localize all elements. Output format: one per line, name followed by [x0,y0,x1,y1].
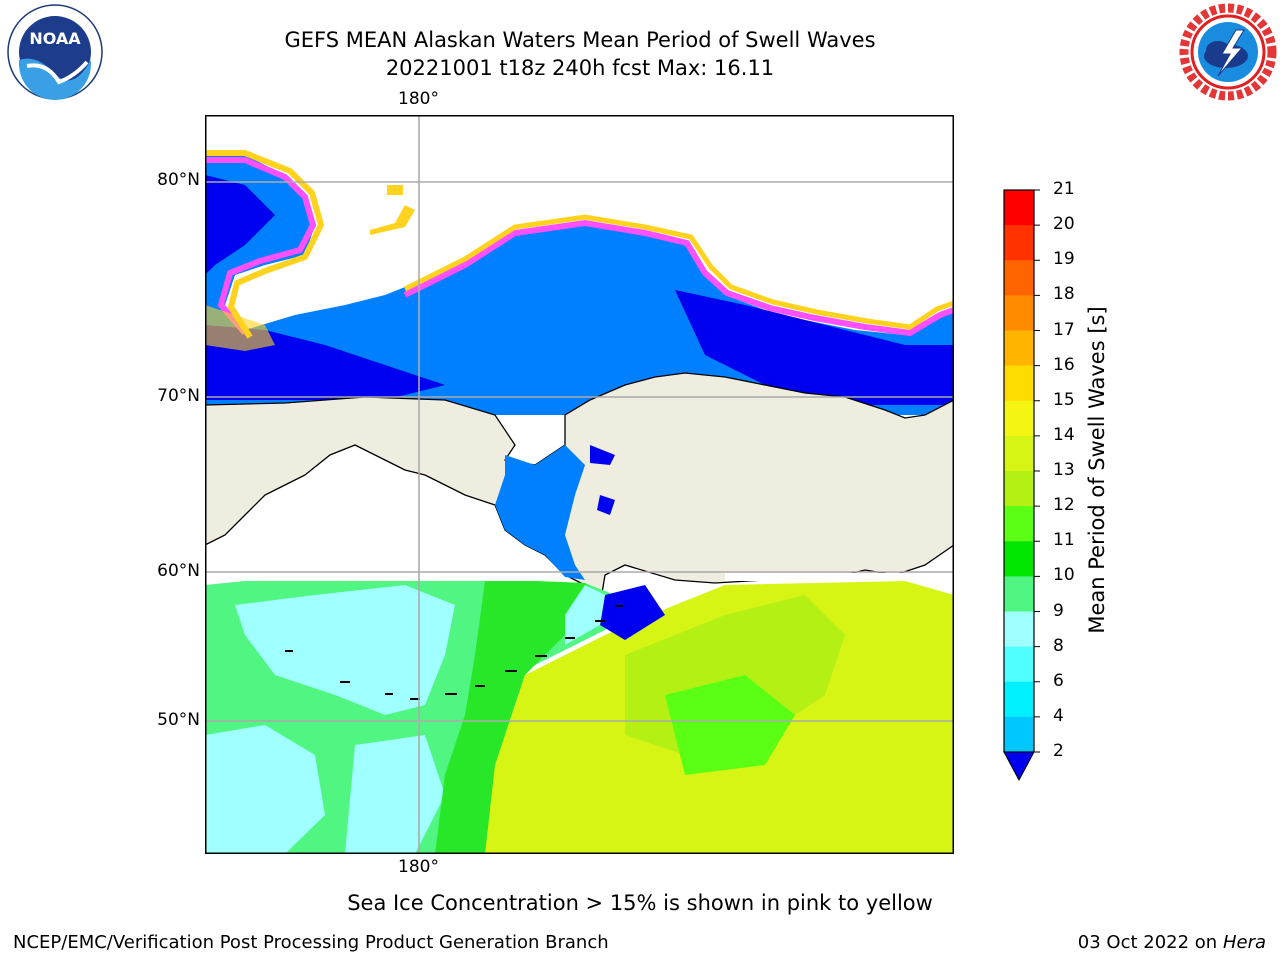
map-gridlines [205,115,954,854]
aleutians [285,605,623,700]
arctic-deep-3 [675,290,954,405]
colorbar-segment [1004,576,1034,612]
colorbar-extend-triangle [1003,751,1035,782]
colorbar-tick-label: 2 [1053,741,1064,761]
lon-label-bottom: 180° [398,857,439,877]
chart-subtitle: 20221001 t18z 240h fcst Max: 16.11 [385,56,775,80]
colorbar-title: Mean Period of Swell Waves [s] [1085,306,1109,634]
colorbar-segment [1004,716,1034,753]
colorbar-tick-label: 14 [1053,424,1075,445]
colorbar-tick-label: 4 [1053,705,1064,726]
colorbar-tick-label: 8 [1053,635,1064,656]
ice-edge-yellow [205,150,325,339]
colorbar-segment [1004,190,1034,226]
lat-label-70: 70°N [157,386,200,406]
footer-machine: Hera [1222,932,1266,953]
lat-label-60: 60°N [157,561,200,581]
colorbar-segment [1004,365,1034,402]
pacific-green [435,581,600,854]
colorbar-segment [1004,506,1034,542]
swell-period-map [205,115,954,854]
colorbar-segment [1004,225,1034,261]
colorbar-segment [1004,295,1034,331]
ice-note: Sea Ice Concentration > 15% is shown in … [347,891,933,915]
nws-logo [1178,2,1278,102]
colorbar-segment [1004,541,1034,577]
colorbar-tick-label: 15 [1053,389,1075,410]
pacific-cyan-3 [345,735,445,854]
colorbar-tick-label: 21 [1053,179,1075,199]
lat-label-80: 80°N [157,170,200,190]
pacific-east-green [665,675,795,775]
lon-label-top: 180° [398,89,439,109]
colorbar-tick-label: 6 [1053,670,1064,691]
colorbar-segment [1004,471,1034,507]
footer-date: 03 Oct 2022 on [1077,932,1223,953]
colorbar-segment [1004,400,1034,437]
map-panel [205,115,954,854]
colorbar-segment [1004,611,1034,648]
chart-title: GEFS MEAN Alaskan Waters Mean Period of … [284,28,876,52]
bering-channel [495,445,585,580]
colorbar-tick-label: 12 [1053,495,1075,516]
arctic-deep [205,175,275,275]
footer-left: NCEP/EMC/Verification Post Processing Pr… [13,932,609,953]
colorbar-segment [1004,681,1034,718]
colorbar-segment [1004,435,1034,472]
ice-edge [205,157,317,335]
colorbar-tick-label: 13 [1053,460,1075,480]
colorbar-tick-label: 19 [1053,249,1075,270]
colorbar-tick-label: 20 [1053,214,1075,235]
colorbar-tick-label: 11 [1053,530,1075,551]
ice-edge-2y [403,214,954,330]
colorbar-tick-label: 10 [1053,565,1075,586]
colorbar-segment [1004,260,1034,296]
lat-label-50: 50°N [157,710,200,730]
colorbar-tick-label: 9 [1053,600,1064,621]
noaa-logo-text: NOAA [29,29,81,48]
ice-edge-2 [403,219,954,337]
pacific-cyan-2 [205,725,325,854]
colorbar-segment [1004,646,1034,683]
pacific-cyan-1 [235,585,455,715]
colorbar-tick-label: 17 [1053,319,1075,340]
colorbar-segment [1004,330,1034,367]
footer-right: 03 Oct 2022 on Hera [1078,932,1266,953]
colorbar-tick-label: 16 [1053,354,1075,375]
colorbar [1000,186,1040,786]
colorbar-tick-label: 18 [1053,284,1075,305]
noaa-logo: NOAA [7,4,103,100]
